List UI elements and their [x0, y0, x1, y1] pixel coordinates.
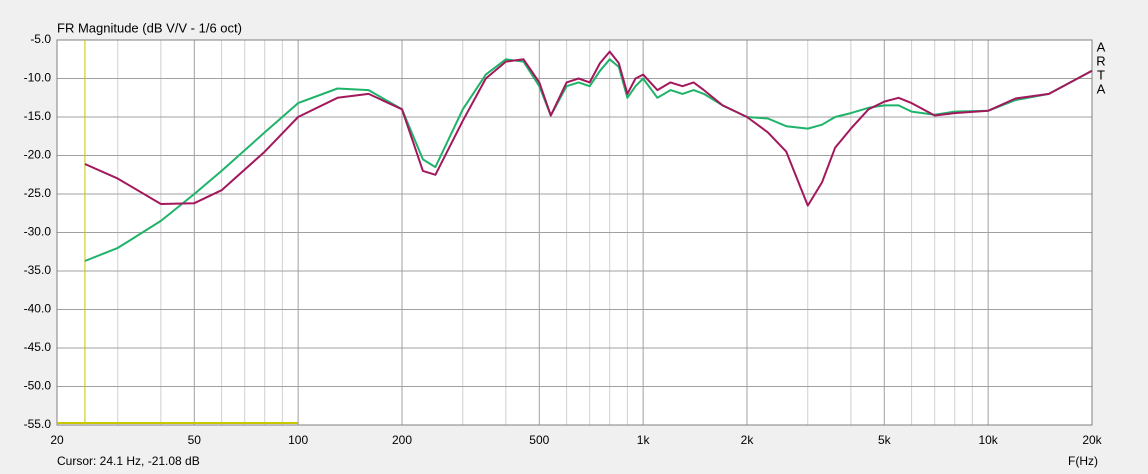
series-line: [84, 50, 1093, 207]
series-line: [84, 58, 1093, 262]
plot-border: [56, 39, 1093, 426]
x-tick-label: 50: [188, 433, 202, 447]
brand-letter: A: [1097, 81, 1106, 96]
y-tick-label: -20.0: [24, 148, 52, 162]
x-tick-label: 100: [288, 433, 308, 447]
x-tick-label: 200: [392, 433, 412, 447]
y-tick-label: -25.0: [24, 186, 52, 200]
y-tick-label: -10.0: [24, 71, 52, 85]
y-tick-label: -35.0: [24, 263, 52, 277]
y-tick-label: -45.0: [24, 340, 52, 354]
y-tick-label: -5.0: [30, 32, 51, 46]
x-tick-label: 20k: [1082, 433, 1102, 447]
x-tick-label: 10k: [978, 433, 998, 447]
y-tick-label: -50.0: [24, 379, 52, 393]
x-axis-label: F(Hz): [1068, 454, 1098, 468]
brand-letter: R: [1096, 53, 1105, 68]
y-tick-label: -40.0: [24, 302, 52, 316]
x-tick-label: 1k: [637, 433, 651, 447]
chart-title: FR Magnitude (dB V/V - 1/6 oct): [57, 20, 242, 35]
x-tick-label: 500: [529, 433, 549, 447]
y-tick-label: -15.0: [24, 109, 52, 123]
x-tick-label: 5k: [878, 433, 892, 447]
brand-letter: T: [1097, 67, 1105, 82]
x-tick-label: 2k: [741, 433, 755, 447]
y-tick-label: -55.0: [24, 417, 52, 431]
brand-letter: A: [1097, 39, 1106, 54]
x-tick-label: 20: [50, 433, 64, 447]
cursor-readout: Cursor: 24.1 Hz, -21.08 dB: [57, 454, 200, 468]
y-tick-label: -30.0: [24, 225, 52, 239]
